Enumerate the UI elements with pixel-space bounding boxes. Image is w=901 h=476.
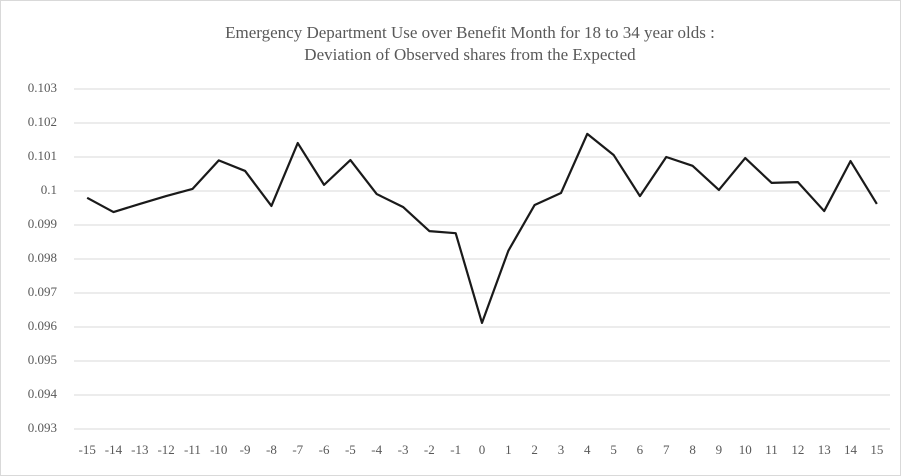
x-tick-label: -15: [78, 442, 95, 457]
x-tick-label: 6: [637, 442, 644, 457]
x-tick-label: 13: [818, 442, 831, 457]
x-tick-label: -4: [371, 442, 382, 457]
x-tick-label: 8: [689, 442, 696, 457]
x-tick-label: -12: [157, 442, 174, 457]
x-tick-label: -1: [450, 442, 461, 457]
x-tick-label: -7: [292, 442, 303, 457]
y-tick-label: 0.1: [41, 182, 57, 197]
x-tick-label: -11: [184, 442, 201, 457]
y-tick-label: 0.096: [28, 318, 58, 333]
x-tick-label: -5: [345, 442, 356, 457]
x-tick-label: -2: [424, 442, 435, 457]
y-tick-label: 0.102: [28, 114, 57, 129]
x-tick-label: 5: [610, 442, 617, 457]
x-tick-label: 12: [791, 442, 804, 457]
x-tick-label: 2: [531, 442, 538, 457]
y-tick-label: 0.103: [28, 80, 57, 95]
x-tick-label: 3: [558, 442, 565, 457]
x-tick-label: 1: [505, 442, 512, 457]
x-tick-label: 14: [844, 442, 858, 457]
y-tick-label: 0.098: [28, 250, 57, 265]
x-tick-label: 7: [663, 442, 670, 457]
x-tick-label: -8: [266, 442, 277, 457]
y-tick-label: 0.093: [28, 420, 57, 435]
chart-title: Emergency Department Use over Benefit Mo…: [225, 23, 715, 64]
data-line: [86, 132, 878, 325]
x-tick-label: -9: [240, 442, 251, 457]
y-tick-label: 0.099: [28, 216, 57, 231]
x-tick-label: 11: [765, 442, 778, 457]
x-tick-label: -10: [210, 442, 227, 457]
x-tick-label: 0: [479, 442, 486, 457]
x-tick-label: 10: [739, 442, 752, 457]
y-tick-label: 0.101: [28, 148, 57, 163]
x-tick-label: 15: [870, 442, 883, 457]
x-tick-label: -6: [319, 442, 330, 457]
x-tick-label: -14: [105, 442, 123, 457]
x-tick-label: 9: [716, 442, 723, 457]
x-tick-label: -3: [398, 442, 409, 457]
y-tick-label: 0.095: [28, 352, 57, 367]
y-tick-label: 0.097: [28, 284, 58, 299]
y-tick-label: 0.094: [28, 386, 58, 401]
x-tick-label: 4: [584, 442, 591, 457]
x-tick-label: -13: [131, 442, 148, 457]
